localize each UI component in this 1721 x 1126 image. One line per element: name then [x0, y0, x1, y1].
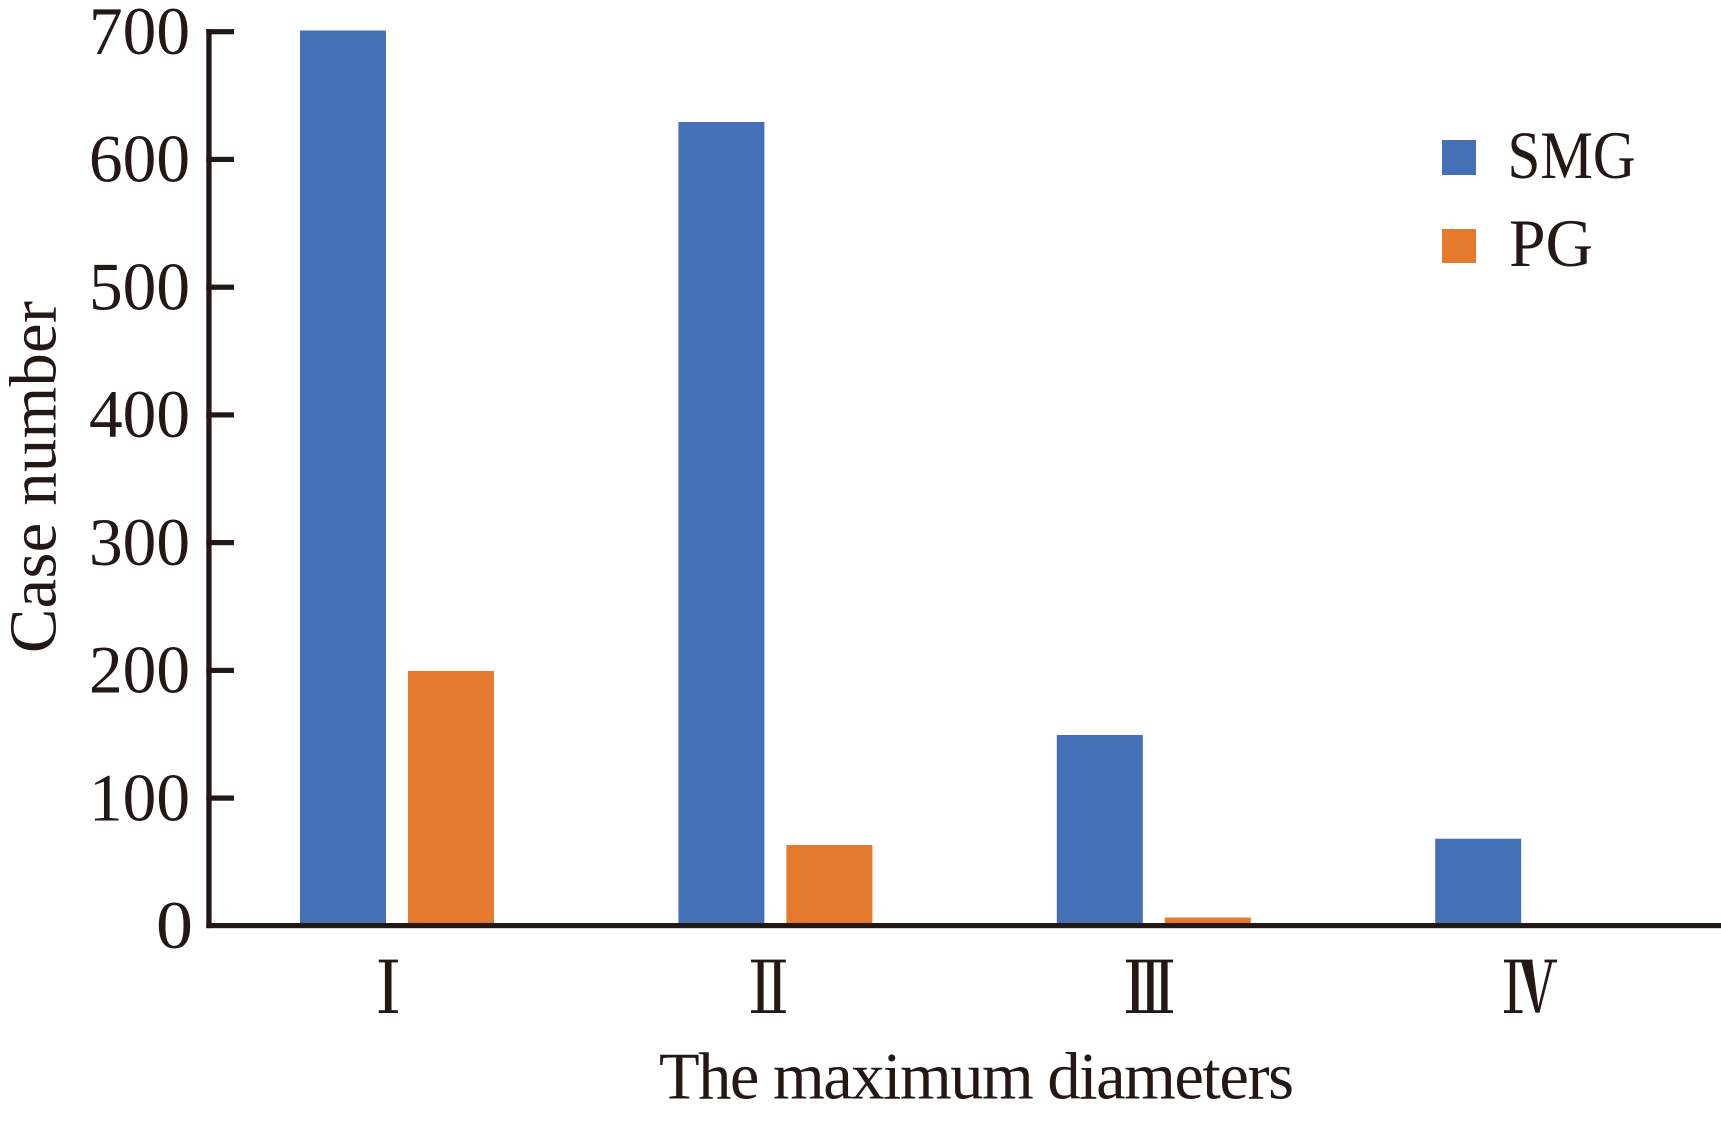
svg-text:PG: PG: [1509, 206, 1593, 281]
svg-text:400: 400: [89, 377, 190, 452]
svg-text:0: 0: [156, 888, 193, 963]
svg-text:700: 700: [89, 0, 190, 69]
svg-text:500: 500: [89, 250, 190, 325]
svg-text:600: 600: [89, 122, 190, 197]
svg-text:100: 100: [89, 760, 190, 835]
svg-text:300: 300: [89, 505, 190, 580]
svg-text:SMG: SMG: [1508, 118, 1636, 193]
svg-text:200: 200: [89, 633, 190, 708]
svg-text:Case number: Case number: [0, 301, 71, 653]
svg-text:The maximum diameters: The maximum diameters: [659, 1041, 1294, 1114]
